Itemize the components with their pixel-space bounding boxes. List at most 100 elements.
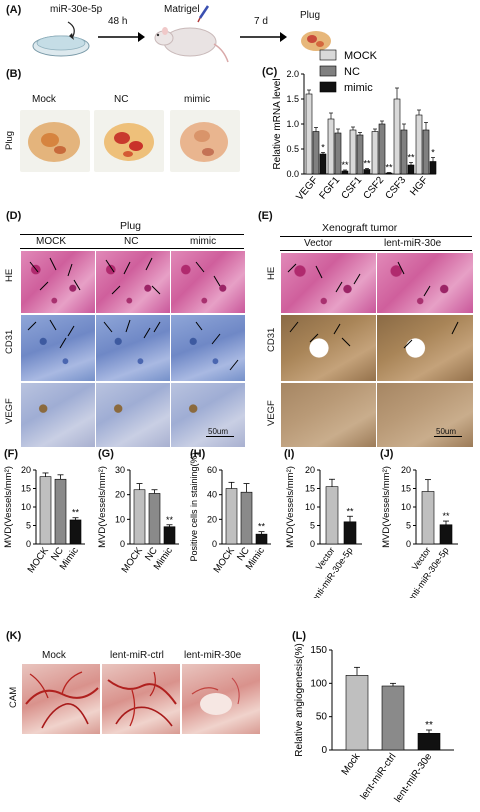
ytick-label: 5 — [26, 521, 31, 531]
bar — [39, 476, 52, 545]
ytick-label: 10 — [21, 502, 31, 512]
ytick-label: 20 — [305, 465, 315, 475]
panel-label-i: (I) — [284, 448, 295, 460]
ylabel: MVD(Vessels/mm²) — [285, 466, 296, 548]
ytick-label: 0 — [321, 745, 327, 756]
ylabel: Relative angiogenesis(%) — [294, 643, 305, 756]
c-bar — [349, 129, 357, 175]
panel-label-c: (C) — [262, 66, 278, 78]
ytick-label: 0 — [120, 539, 125, 549]
bar — [343, 521, 357, 545]
plug-col-mock: Mock — [32, 94, 56, 105]
cam-photo-ctrl — [102, 664, 180, 734]
plug-icon — [301, 31, 331, 51]
step1-label: 48 h — [108, 16, 128, 27]
histo-d-col-mimic: mimic — [190, 236, 217, 247]
ytick-label: 0 — [26, 539, 31, 549]
ytick-label: 0 — [310, 539, 315, 549]
bar — [421, 491, 435, 545]
category-label: MOCK — [26, 545, 52, 575]
histo-e-col-lent: lent-miR-30e — [384, 238, 442, 249]
bar — [163, 526, 176, 545]
cam-col-30e: lent-miR-30e — [184, 650, 242, 661]
c-bar — [305, 93, 313, 175]
c-bar — [363, 169, 371, 175]
chart-i: 05101520MVD(Vessels/mm²)Vector**lenti-mi… — [285, 465, 362, 598]
plug-histology-title: Plug — [120, 220, 142, 232]
ytick-label: 5 — [310, 521, 315, 531]
he-nc-image — [95, 250, 171, 314]
ytick-label: 0 — [212, 539, 217, 549]
panel-label-h: (H) — [190, 448, 206, 460]
vegf-vector-image — [280, 382, 377, 448]
bar — [148, 493, 161, 545]
ytick-label: 50 — [316, 712, 328, 723]
histo-e-row-cd31: CD31 — [266, 327, 277, 352]
c-bar — [407, 164, 415, 175]
ytick-label: 10 — [401, 502, 411, 512]
treatment-label: miR-30e-5p — [50, 4, 103, 15]
vegf-nc-image — [95, 382, 171, 448]
plug-col-mimic: mimic — [184, 94, 211, 105]
c-significance: * — [321, 143, 325, 153]
significance: ** — [442, 511, 450, 521]
petri-dish-icon — [32, 21, 90, 57]
histo-e-row-he: HE — [266, 266, 277, 280]
ytick-label: 30 — [115, 465, 125, 475]
scale-label-e: 50um — [436, 427, 457, 436]
histo-e-col-vector: Vector — [304, 238, 333, 249]
ytick-label: 15 — [401, 484, 411, 494]
ytick-label: 150 — [310, 645, 327, 656]
histo-e-arrows — [287, 261, 459, 349]
cd31-lent-image — [376, 314, 474, 382]
scale-bar-d — [206, 436, 234, 437]
plug-title-rule — [20, 234, 244, 235]
c-legend-label: MOCK — [344, 50, 378, 62]
cd31-vector-image — [280, 314, 377, 382]
c-bar — [400, 129, 408, 175]
bar — [54, 478, 67, 545]
c-bar — [319, 153, 327, 175]
xenograft-col-rule — [280, 250, 472, 251]
c-bar — [312, 131, 320, 175]
c-category-label: HGF — [408, 175, 430, 198]
plug-col-rule — [20, 248, 244, 249]
ytick-label: 15 — [305, 484, 315, 494]
bar — [345, 675, 369, 751]
c-bar — [393, 98, 401, 175]
bar — [439, 524, 453, 545]
c-bar — [341, 170, 349, 175]
panel-label-e: (E) — [258, 210, 273, 222]
c-category-label: CSF1 — [339, 175, 364, 202]
c-bar — [356, 134, 364, 175]
significance: ** — [72, 508, 80, 518]
chart-h: 0 20 40 60 Positive cells in staining(%) MOCK… — [189, 452, 271, 575]
ytick-label: 40 — [207, 490, 217, 500]
c-ytick-label: 1.0 — [286, 119, 299, 129]
ytick-label: 20 — [21, 465, 31, 475]
chart-j: 05101520MVD(Vessels/mm²)Vector**lenti-mi… — [381, 465, 458, 598]
ytick-label: 100 — [310, 678, 327, 689]
cd31-mimic-image — [170, 314, 246, 382]
bar — [381, 685, 405, 751]
he-mimic-image — [170, 250, 246, 314]
c-significance: ** — [385, 163, 393, 173]
c-bar — [385, 172, 393, 175]
panel-label-d: (D) — [6, 210, 22, 222]
ylabel: MVD(Vessels/mm²) — [97, 466, 108, 548]
he-lent-image — [376, 252, 474, 314]
bar — [417, 733, 441, 751]
histo-d-col-nc: NC — [124, 236, 139, 247]
histo-d-row-cd31: CD31 — [4, 329, 15, 354]
c-category-label: CSF3 — [383, 175, 408, 202]
ytick-label: 15 — [21, 484, 31, 494]
mouse-icon — [154, 5, 229, 63]
c-ytick-label: 0.0 — [286, 169, 299, 179]
plug-row-label: Plug — [4, 130, 15, 150]
ylabel: MVD(Vessels/mm²) — [381, 466, 392, 548]
bar — [133, 489, 146, 545]
c-ytick-label: 2.0 — [286, 69, 299, 79]
panel-label-f: (F) — [4, 448, 19, 460]
